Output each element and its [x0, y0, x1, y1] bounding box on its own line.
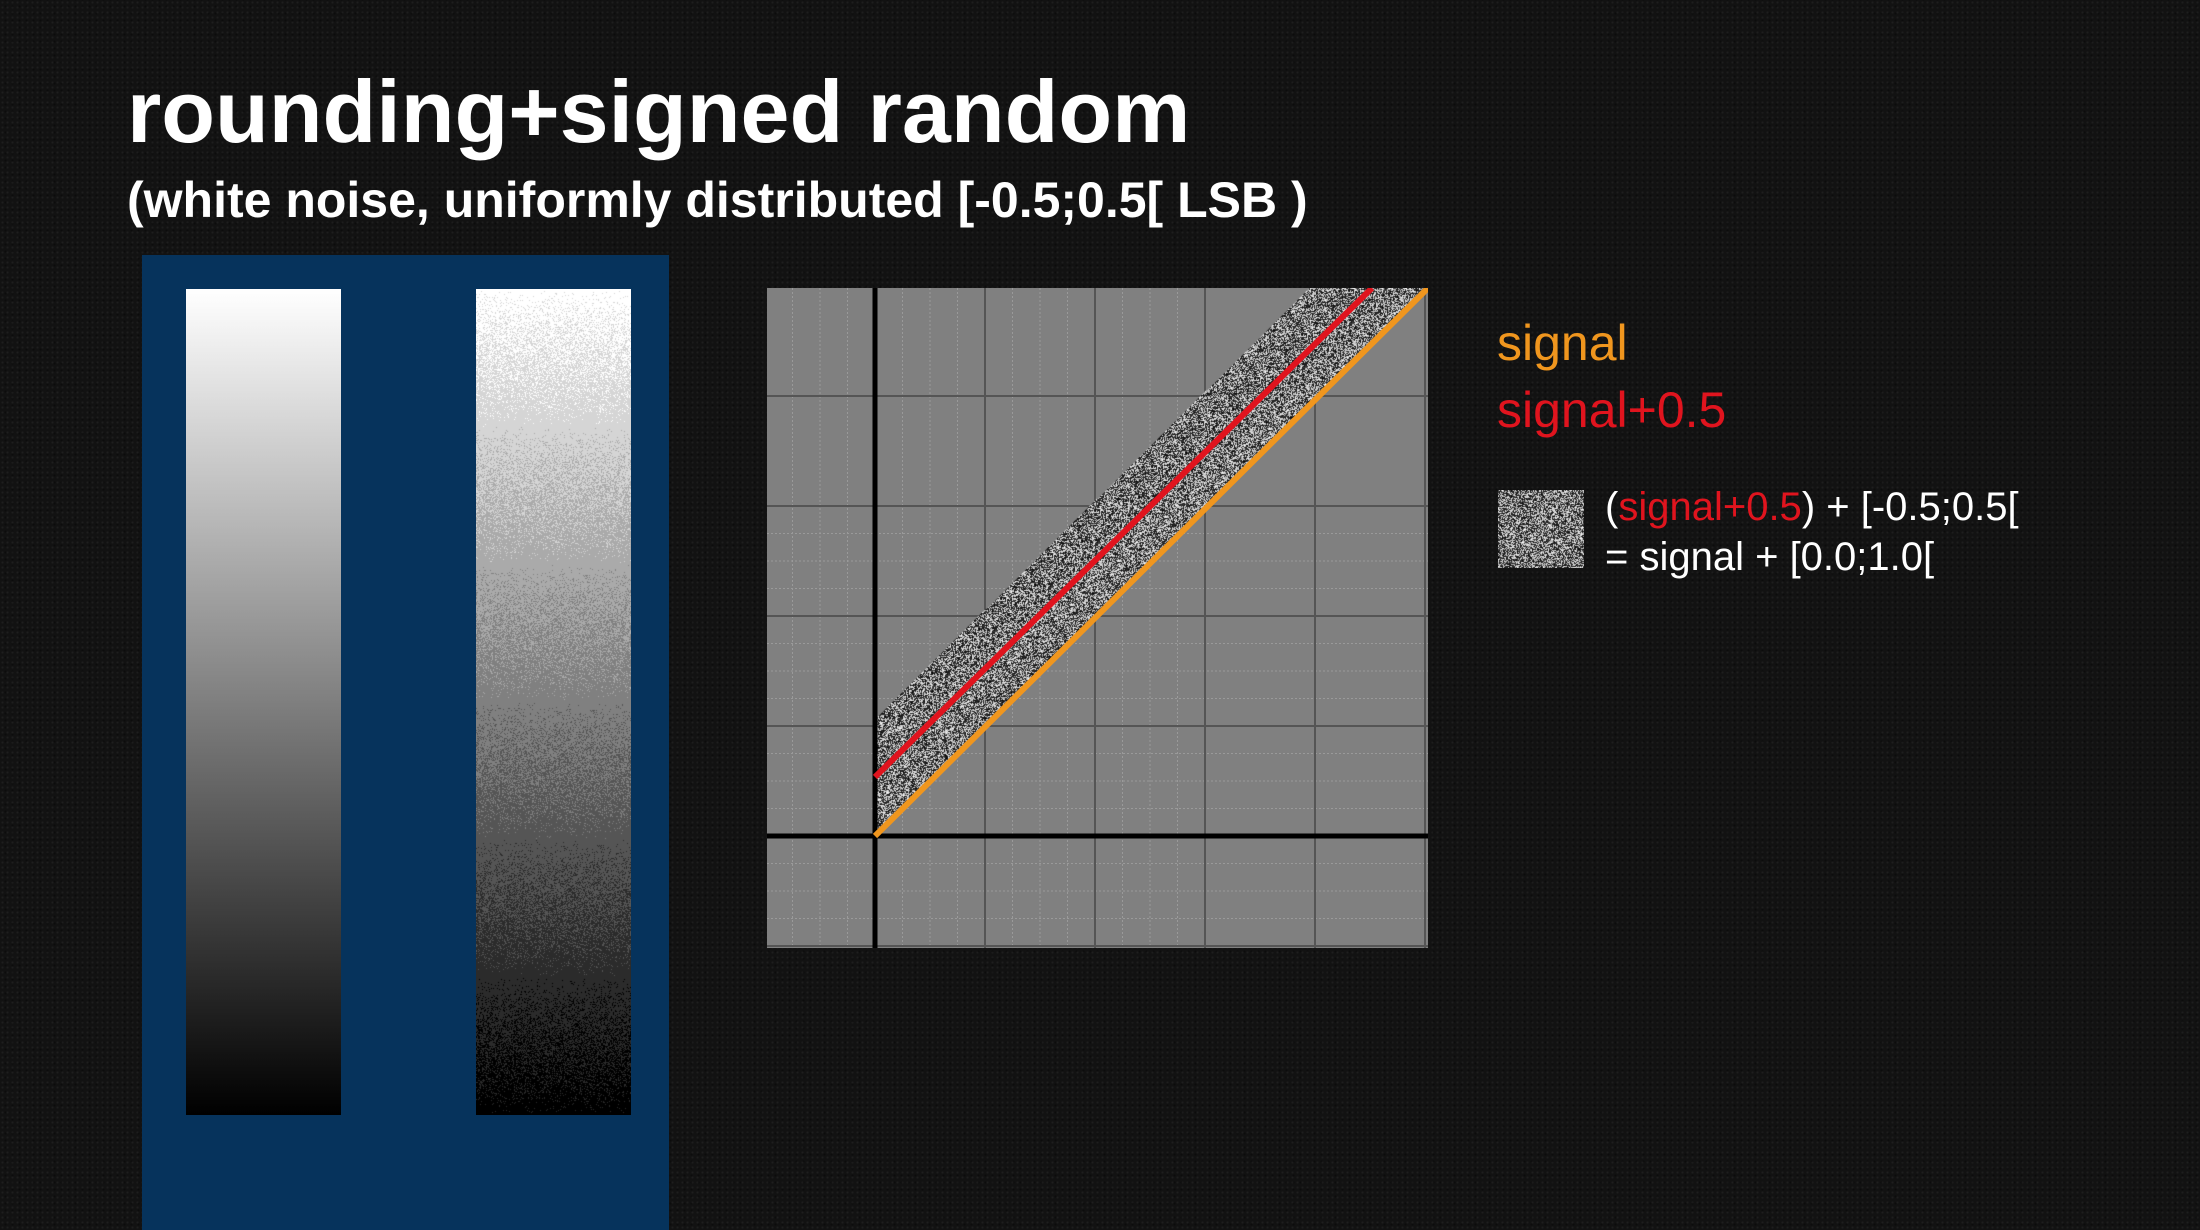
noise-swatch [1498, 490, 1584, 568]
signal-half-line [872, 288, 1375, 780]
smooth-gradient-bar [186, 289, 341, 1115]
legend-signal-half: signal+0.5 [1497, 382, 1727, 438]
signal-line [872, 288, 1428, 839]
formula-line-2: = signal + [0.0;1.0[ [1605, 535, 1935, 579]
dithered-gradient-canvas [476, 289, 631, 1115]
formula-open-paren: ( [1605, 485, 1619, 529]
formula-rest: ) + [-0.5;0.5[ [1801, 485, 2019, 529]
formula-line-1: (signal+0.5) + [-0.5;0.5[ [1605, 487, 2019, 527]
transfer-plot-svg [767, 288, 1428, 948]
slide-subtitle: (white noise, uniformly distributed [-0.… [127, 172, 1308, 228]
slide-title: rounding+signed random [127, 62, 1191, 161]
gradient-comparison-panel [142, 255, 669, 1230]
legend-signal: signal [1497, 315, 1628, 371]
transfer-plot [767, 288, 1428, 948]
noise-swatch-canvas [1498, 490, 1584, 568]
formula-signal-half-term: signal+0.5 [1618, 485, 1802, 529]
dithered-gradient-bar [476, 289, 631, 1115]
